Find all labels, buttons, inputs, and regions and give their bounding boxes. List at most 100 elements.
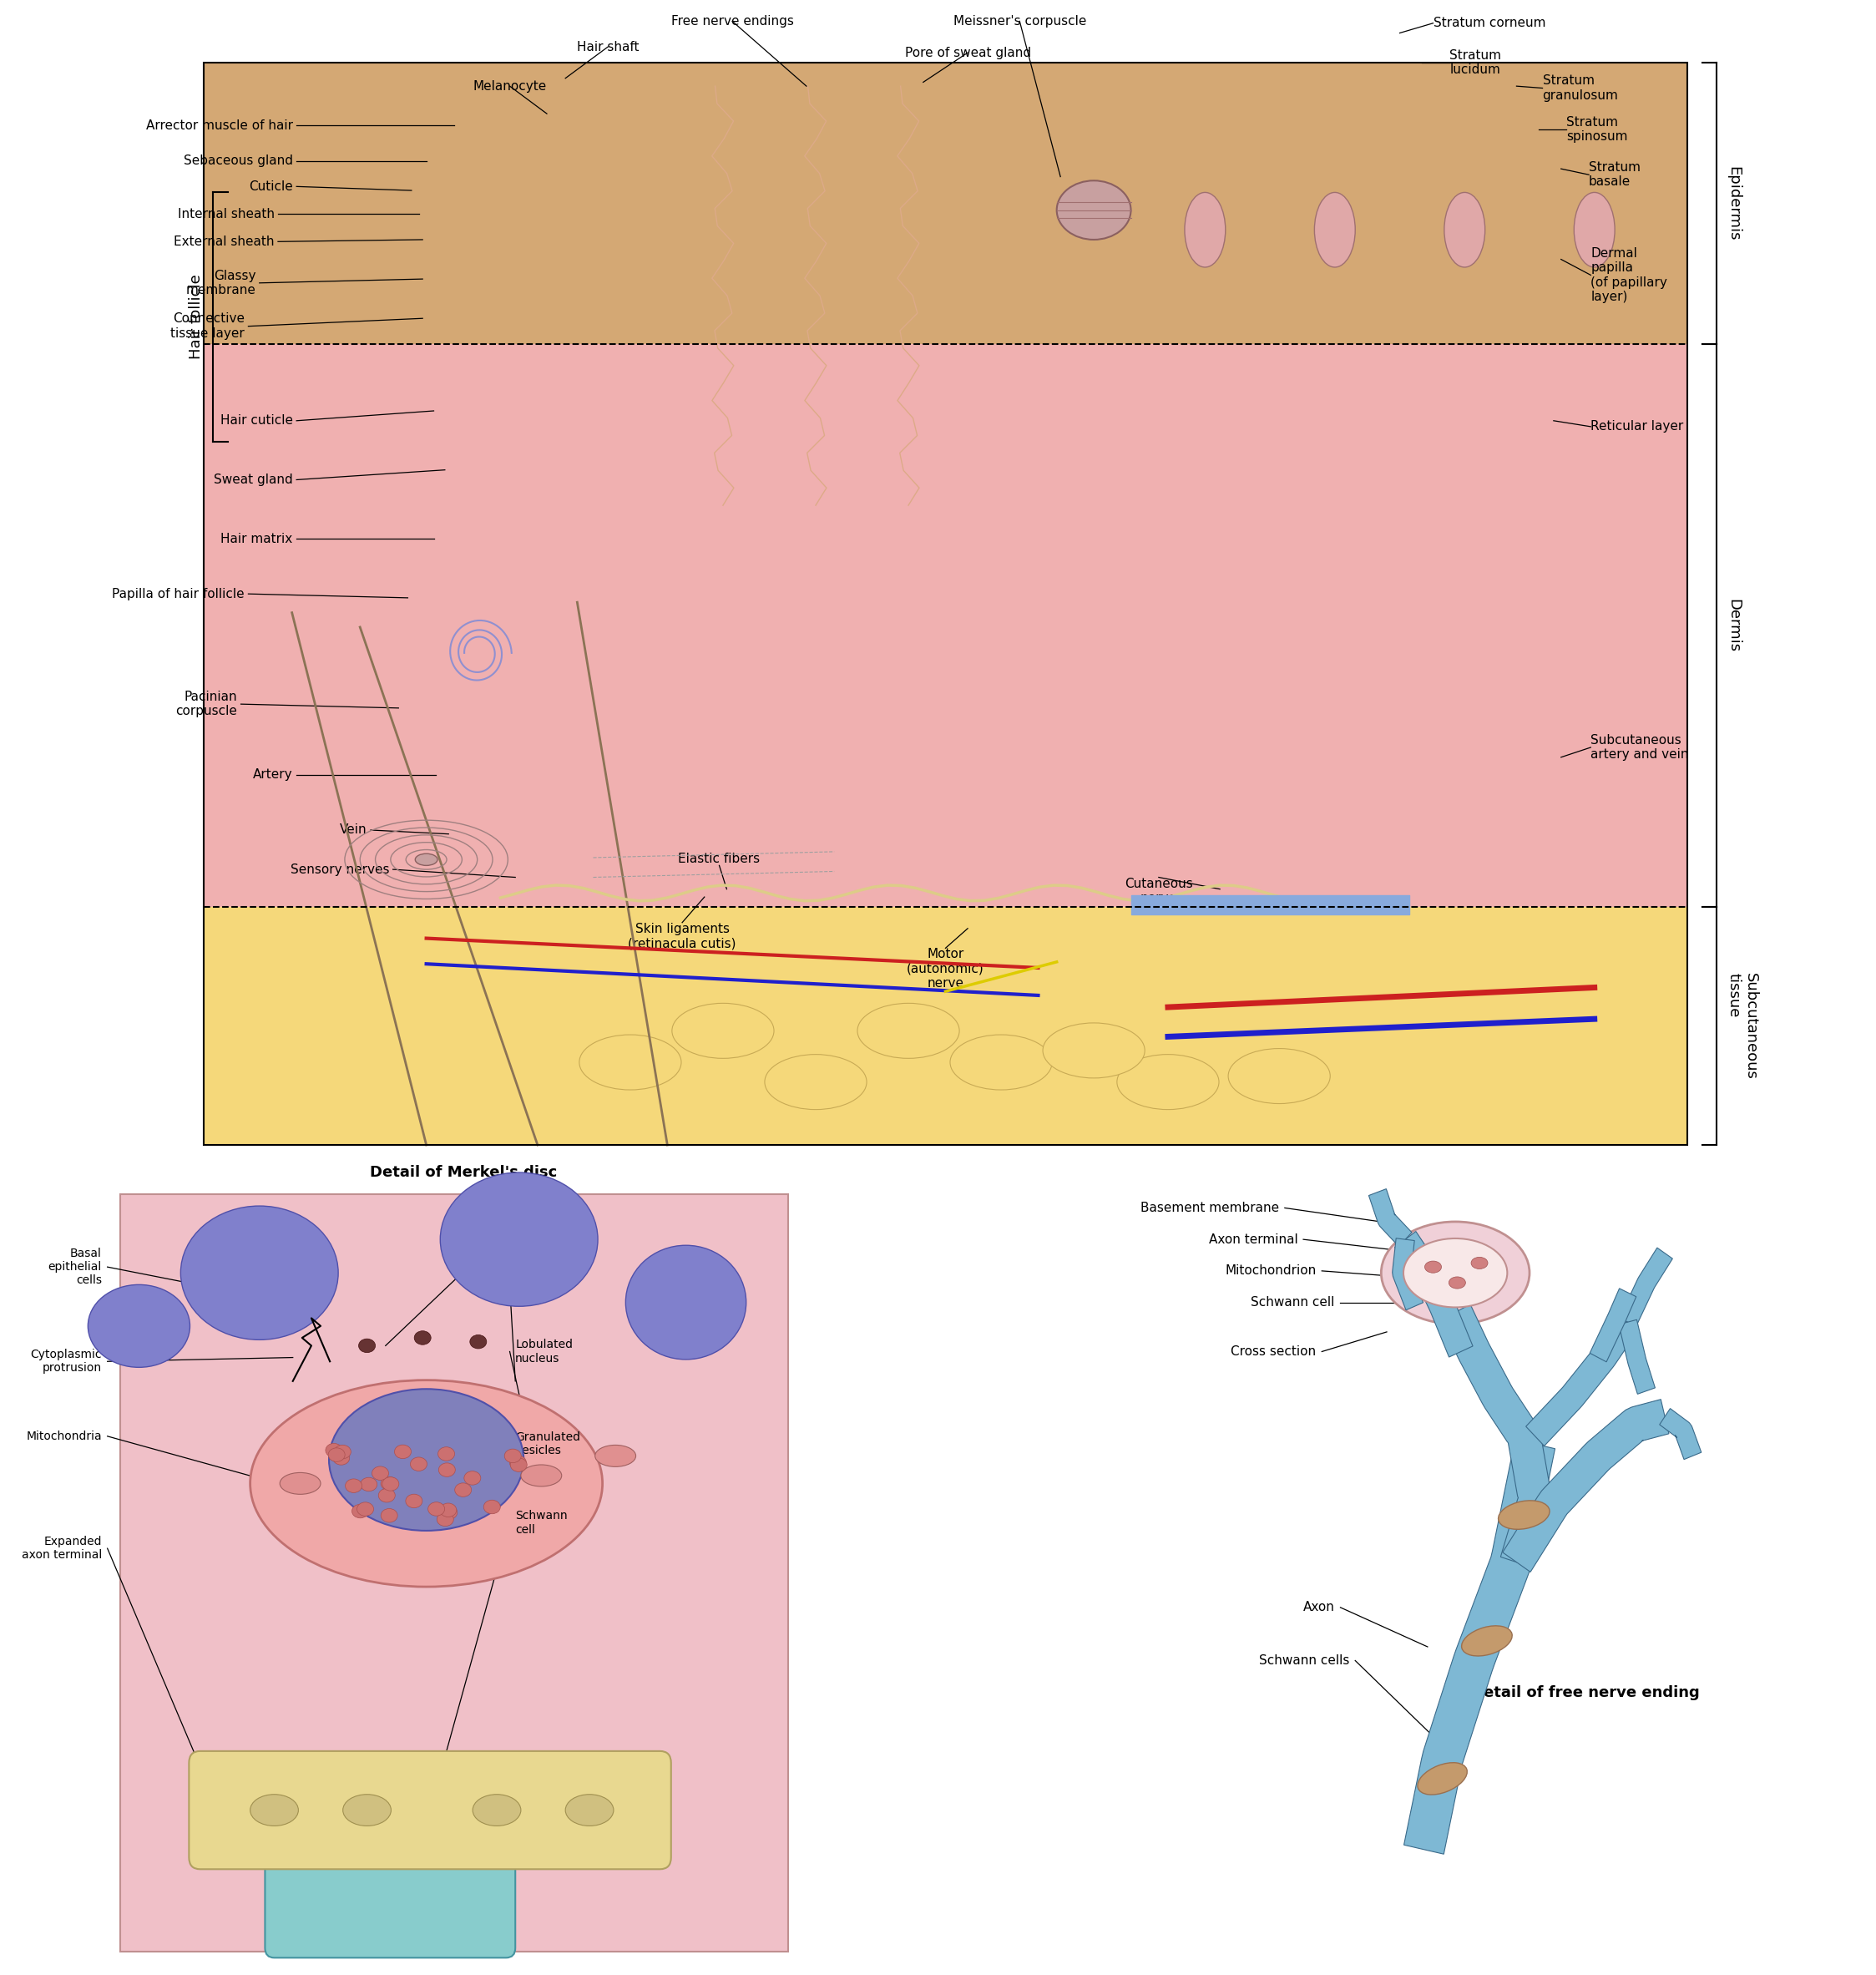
Text: Detail of Merkel's disc: Detail of Merkel's disc	[370, 1165, 557, 1181]
FancyBboxPatch shape	[265, 1847, 516, 1957]
Text: Glassy
membrane: Glassy membrane	[186, 269, 255, 296]
Ellipse shape	[949, 1035, 1052, 1090]
Text: Epidermis: Epidermis	[1726, 166, 1741, 241]
Text: Schwann cell: Schwann cell	[1251, 1296, 1336, 1309]
Text: Sweat gland: Sweat gland	[214, 474, 293, 486]
Text: Internal sheath: Internal sheath	[178, 207, 274, 221]
FancyBboxPatch shape	[189, 1752, 672, 1868]
Ellipse shape	[1116, 1055, 1219, 1110]
Ellipse shape	[383, 1477, 400, 1491]
Ellipse shape	[326, 1444, 341, 1458]
Polygon shape	[1503, 1400, 1670, 1572]
Ellipse shape	[415, 1331, 431, 1345]
Ellipse shape	[328, 1388, 523, 1531]
Text: Merkel
cell: Merkel cell	[516, 1274, 553, 1300]
Ellipse shape	[580, 1035, 681, 1090]
Text: Subcutaneous
tissue: Subcutaneous tissue	[1726, 972, 1758, 1078]
Ellipse shape	[439, 1503, 456, 1517]
Ellipse shape	[454, 1483, 471, 1497]
Ellipse shape	[1381, 1223, 1529, 1323]
Text: Cutaneous
nerve: Cutaneous nerve	[1124, 877, 1193, 905]
Polygon shape	[1403, 1440, 1555, 1855]
Text: Skin ligaments
(retinacula cutis): Skin ligaments (retinacula cutis)	[628, 922, 735, 950]
Ellipse shape	[463, 1471, 480, 1485]
Text: Connective
tissue layer: Connective tissue layer	[171, 312, 244, 340]
Text: Mitochondrion: Mitochondrion	[1225, 1264, 1317, 1278]
Text: Motor
(autonomic)
nerve: Motor (autonomic) nerve	[906, 948, 985, 989]
Text: Schwann cells: Schwann cells	[1259, 1655, 1349, 1667]
Ellipse shape	[505, 1450, 522, 1463]
Ellipse shape	[1418, 1762, 1467, 1795]
Ellipse shape	[428, 1503, 445, 1517]
Ellipse shape	[280, 1473, 321, 1495]
Text: Meissner's corpuscle: Meissner's corpuscle	[953, 16, 1086, 28]
Ellipse shape	[510, 1458, 527, 1471]
Text: Sensory nerves: Sensory nerves	[291, 863, 388, 875]
Ellipse shape	[180, 1207, 338, 1339]
Text: Basal
epithelial
cells: Basal epithelial cells	[49, 1248, 101, 1286]
Ellipse shape	[1445, 192, 1486, 267]
Ellipse shape	[328, 1448, 345, 1462]
Text: Cross section: Cross section	[1231, 1345, 1317, 1359]
Text: Pore of sweat gland: Pore of sweat gland	[904, 47, 1030, 59]
Polygon shape	[1660, 1408, 1702, 1460]
Ellipse shape	[332, 1452, 349, 1465]
Polygon shape	[1394, 1230, 1473, 1357]
Ellipse shape	[473, 1795, 522, 1825]
Ellipse shape	[343, 1795, 390, 1825]
Ellipse shape	[857, 1003, 959, 1059]
Text: Stratum
granulosum: Stratum granulosum	[1542, 75, 1619, 101]
Polygon shape	[1589, 1288, 1636, 1363]
Text: Dermis: Dermis	[1726, 598, 1741, 652]
Text: Basement membrane: Basement membrane	[1141, 1201, 1279, 1215]
Text: Detail of free nerve ending: Detail of free nerve ending	[1471, 1685, 1700, 1700]
Ellipse shape	[360, 1477, 377, 1491]
Text: Pacinian
corpuscle: Pacinian corpuscle	[176, 691, 236, 717]
Ellipse shape	[565, 1795, 613, 1825]
Ellipse shape	[765, 1055, 867, 1110]
Ellipse shape	[1229, 1049, 1330, 1104]
Text: Subcutaneous
artery and vein: Subcutaneous artery and vein	[1591, 735, 1688, 760]
Ellipse shape	[1184, 192, 1225, 267]
Text: Expanded
axon terminal: Expanded axon terminal	[21, 1537, 101, 1560]
Text: Sebaceous gland: Sebaceous gland	[184, 154, 293, 168]
Text: Stratum corneum: Stratum corneum	[1433, 18, 1546, 30]
Text: Arrector muscle of hair: Arrector muscle of hair	[146, 119, 293, 132]
Text: Cuticle: Cuticle	[250, 180, 293, 194]
Polygon shape	[1369, 1189, 1413, 1246]
Ellipse shape	[522, 1465, 561, 1487]
Ellipse shape	[371, 1465, 388, 1479]
Text: Stratum
spinosum: Stratum spinosum	[1566, 117, 1628, 142]
Ellipse shape	[1574, 192, 1615, 267]
Text: Hair matrix: Hair matrix	[221, 533, 293, 545]
FancyBboxPatch shape	[120, 1195, 788, 1951]
Ellipse shape	[1424, 1262, 1441, 1272]
Text: Stratum
basale: Stratum basale	[1589, 162, 1642, 188]
Text: External sheath: External sheath	[174, 235, 274, 249]
Ellipse shape	[334, 1446, 351, 1460]
Ellipse shape	[1461, 1625, 1512, 1655]
Ellipse shape	[379, 1489, 396, 1503]
Ellipse shape	[672, 1003, 775, 1059]
Text: Elastic fibers: Elastic fibers	[679, 853, 760, 865]
Ellipse shape	[469, 1335, 486, 1349]
FancyBboxPatch shape	[204, 63, 1687, 344]
Text: Axon: Axon	[1304, 1602, 1336, 1614]
Ellipse shape	[1448, 1276, 1465, 1288]
Ellipse shape	[381, 1509, 398, 1523]
Polygon shape	[1441, 1304, 1551, 1568]
Ellipse shape	[439, 1463, 456, 1477]
Text: Papilla of hair follicle: Papilla of hair follicle	[113, 589, 244, 600]
Text: Reticular layer: Reticular layer	[1591, 421, 1683, 433]
Ellipse shape	[353, 1505, 368, 1519]
Text: Stratum
lucidum: Stratum lucidum	[1450, 49, 1501, 77]
Text: Granulated
vesicles: Granulated vesicles	[516, 1432, 580, 1458]
Ellipse shape	[625, 1246, 747, 1359]
Ellipse shape	[405, 1495, 422, 1509]
Ellipse shape	[394, 1446, 411, 1460]
Ellipse shape	[381, 1477, 398, 1491]
Text: Cytoplasmic
protrusion: Cytoplasmic protrusion	[30, 1349, 101, 1375]
Text: Hair cuticle: Hair cuticle	[219, 415, 293, 427]
Text: Hair shaft: Hair shaft	[578, 41, 640, 53]
Ellipse shape	[345, 1479, 362, 1493]
